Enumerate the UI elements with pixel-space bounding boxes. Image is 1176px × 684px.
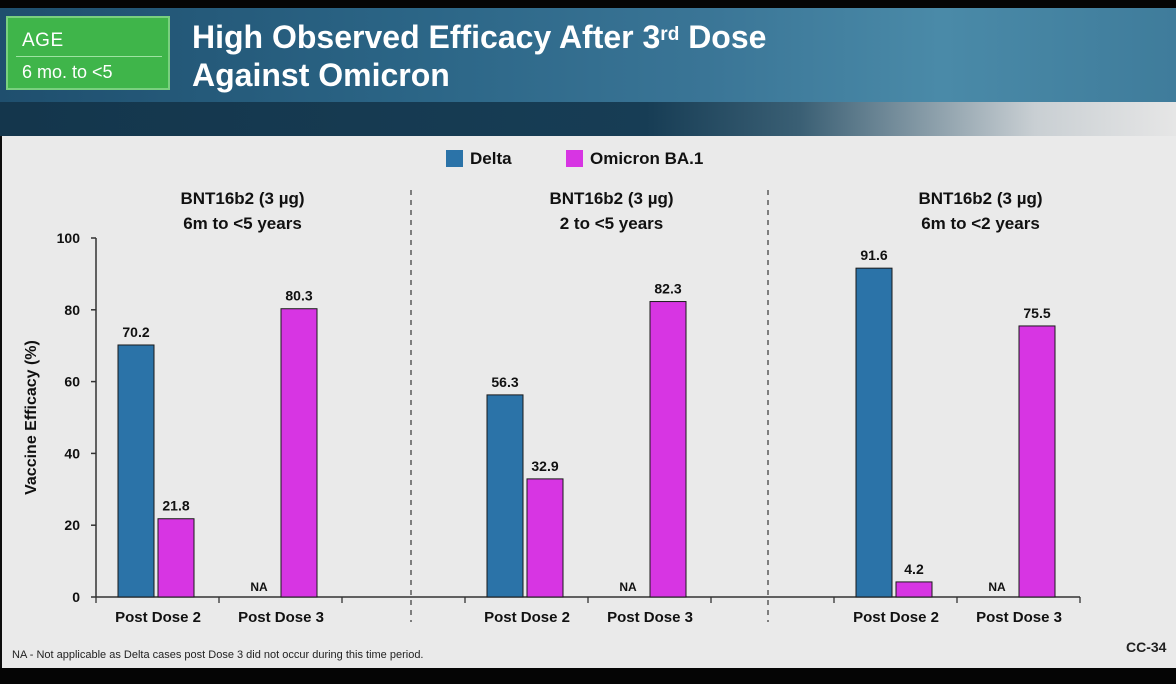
bar-value-label: 82.3 [654, 281, 681, 297]
age-divider [16, 56, 162, 57]
y-tick-label: 0 [72, 589, 80, 605]
y-tick-label: 60 [64, 374, 80, 390]
top-border [0, 0, 1176, 8]
slide-title: High Observed Efficacy After 3rd Dose Ag… [192, 18, 766, 94]
bar-value-label: 32.9 [531, 458, 558, 474]
bar-value-label: 91.6 [860, 247, 887, 263]
bar-value-label: 75.5 [1023, 305, 1050, 321]
efficacy-chart: 0 20 40 60 80 100 Vaccine Efficacy (%) BNT16b2 … [23, 189, 1081, 626]
bar-omicron [157, 518, 195, 598]
header-banner [0, 8, 1176, 102]
na-label: NA [619, 580, 637, 594]
panel-title-line1: BNT16b2 (3 µg) [180, 189, 304, 208]
bar-omicron [649, 301, 687, 598]
age-label: AGE [22, 30, 64, 51]
x-category-label: Post Dose 3 [238, 609, 324, 626]
bar-value-label: 80.3 [285, 288, 312, 304]
x-category-label: Post Dose 2 [853, 609, 939, 626]
bar-omicron [1018, 325, 1056, 598]
y-tick-label: 100 [57, 230, 81, 246]
panel-title-line2: 6m to <5 years [183, 214, 302, 233]
age-badge: AGE 6 mo. to <5 [6, 16, 170, 90]
bar-value-label: 4.2 [904, 561, 924, 577]
panel-title-line2: 2 to <5 years [560, 214, 664, 233]
footnote: NA - Not applicable as Delta cases post … [12, 649, 424, 661]
legend-swatch-omicron [566, 150, 583, 167]
bar-delta [117, 344, 155, 598]
content-area [2, 136, 1176, 668]
bar-value-label: 56.3 [491, 374, 518, 390]
panel-title-line1: BNT16b2 (3 µg) [918, 189, 1042, 208]
y-tick-label: 20 [64, 517, 80, 533]
x-category-label: Post Dose 2 [484, 609, 570, 626]
bar-value-label: 70.2 [122, 324, 149, 340]
bar-delta [486, 394, 524, 598]
y-axis-title: Vaccine Efficacy (%) [23, 340, 40, 495]
bar-omicron [526, 478, 564, 598]
legend-label-delta: Delta [470, 149, 512, 168]
x-category-label: Post Dose 3 [607, 609, 693, 626]
bar-delta [855, 267, 893, 598]
x-category-label: Post Dose 2 [115, 609, 201, 626]
title-superscript: rd [660, 24, 680, 45]
bottom-border [0, 668, 1176, 684]
legend-swatch-delta [446, 150, 463, 167]
bar-omicron [280, 308, 318, 598]
y-tick-label: 80 [64, 302, 80, 318]
x-category-label: Post Dose 3 [976, 609, 1062, 626]
legend-label-omicron: Omicron BA.1 [590, 149, 704, 168]
na-label: NA [988, 580, 1006, 594]
title-line2: Against Omicron [192, 57, 450, 93]
title-line1-post: Dose [679, 19, 767, 55]
bar-value-label: 21.8 [162, 498, 189, 514]
age-range: 6 mo. to <5 [22, 62, 113, 82]
slide-id: CC-34 [1126, 639, 1167, 655]
panel-title-line1: BNT16b2 (3 µg) [549, 189, 673, 208]
header-band [0, 102, 1176, 136]
na-label: NA [250, 580, 268, 594]
y-tick-label: 40 [64, 445, 80, 461]
bar-omicron [895, 581, 933, 598]
panel-title-line2: 6m to <2 years [921, 214, 1040, 233]
title-line1-pre: High Observed Efficacy After 3 [192, 19, 661, 55]
